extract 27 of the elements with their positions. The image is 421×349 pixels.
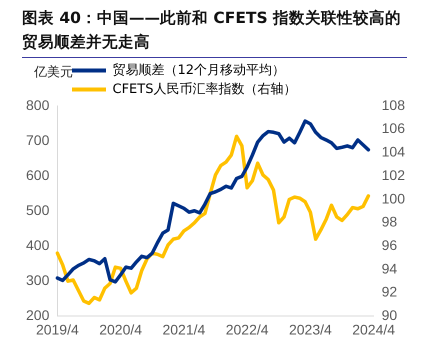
y-tick-label: 500	[26, 202, 50, 218]
y2-tick-label: 98	[382, 214, 398, 230]
y2-tick-label: 108	[382, 96, 406, 113]
x-tick-label: 2022/4	[226, 321, 269, 338]
x-tick-label: 2021/4	[162, 321, 206, 338]
y2-tick-label: 100	[382, 190, 406, 206]
x-tick-label: 2019/4	[36, 321, 79, 338]
y-tick-label: 400	[26, 236, 50, 253]
y2-tick-label: 94	[382, 260, 398, 276]
x-tick-label: 2023/4	[288, 321, 332, 338]
legend-label: 贸易顺差（12个月移动平均）	[112, 62, 286, 78]
y-tick-label: 700	[26, 132, 50, 148]
legend-label: CFETS人民币汇率指数（右轴）	[112, 80, 296, 97]
y-tick-label: 200	[26, 307, 50, 324]
y2-tick-label: 92	[382, 284, 398, 300]
y2-tick-label: 106	[382, 120, 406, 136]
x-tick-label: 2020/4	[99, 321, 142, 338]
y-tick-label: 600	[26, 166, 50, 183]
y-axis-title: 亿美元	[33, 64, 73, 80]
chart-title: 图表 40：中国——此前和 CFETS 指数关联性较高的贸易顺差并无走高	[22, 6, 407, 58]
x-tick-label: 2024/4	[352, 321, 396, 338]
y2-tick-label: 90	[382, 307, 398, 324]
y2-tick-label: 104	[382, 144, 406, 160]
y2-tick-label: 96	[382, 236, 398, 253]
y-tick-label: 300	[26, 272, 50, 288]
y2-tick-label: 102	[382, 166, 406, 183]
y-tick-label: 800	[26, 96, 50, 113]
